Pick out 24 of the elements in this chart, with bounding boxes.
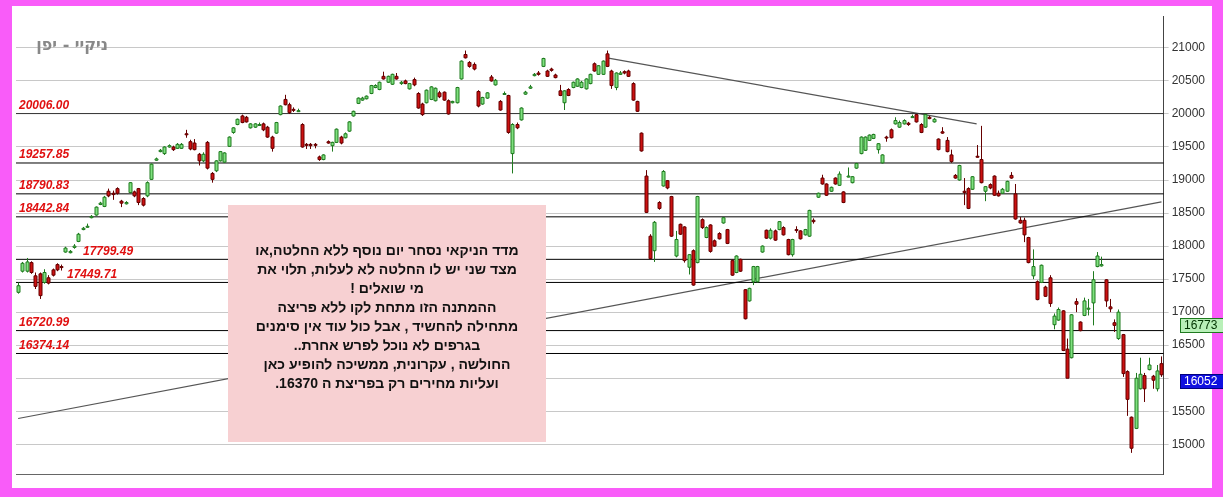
- y-tick-label: 17500: [1171, 271, 1206, 286]
- y-tick-label: 18500: [1171, 205, 1206, 220]
- ref-line-label: 17799.49: [83, 243, 134, 258]
- text: ניקיי - יפן: [36, 35, 108, 55]
- y-tick-label: 21000: [1171, 40, 1206, 55]
- y-tick-label: 15000: [1171, 436, 1206, 451]
- ref-line-label: 16374.14: [19, 337, 70, 352]
- y-tick-label: 20500: [1171, 73, 1206, 88]
- text: 16052: [1180, 374, 1223, 389]
- ref-line-label: 18790.83: [19, 178, 70, 193]
- ref-line-label: 18442.84: [19, 201, 70, 216]
- ref-line-label: 16720.99: [19, 314, 70, 329]
- y-tick-label: 18000: [1171, 238, 1206, 253]
- y-tick-label: 16500: [1171, 337, 1206, 352]
- text: 16773: [1180, 318, 1223, 333]
- y-tick-label: 15500: [1171, 403, 1206, 418]
- ref-line-label: 20006.00: [18, 97, 70, 112]
- ref-line-label: 19257.85: [19, 147, 70, 162]
- ref-line-label: 17449.71: [67, 266, 118, 281]
- y-tick-label: 20000: [1171, 106, 1206, 121]
- annotation: מדד הניקאי נסחר יום נוסף ללא החלטה,או מצד שני יש לו החלטה לא לעלות, תלוי את מי שואלים ! ההמתנה הזו מתחת לקו ללא פריצה מתחילה להחשיד , אבל כול עוד אין סימנים בגרפים לא נוכל לפרש אחרת.. החולשה , עקרונית, ממשיכה להופיע כאן ועליות מחירים רק בפריצת ה 16370.: [228, 205, 546, 442]
- y-tick-label: 19500: [1171, 139, 1206, 154]
- y-tick-label: 19000: [1171, 172, 1206, 187]
- y-tick-label: 17000: [1171, 304, 1206, 319]
